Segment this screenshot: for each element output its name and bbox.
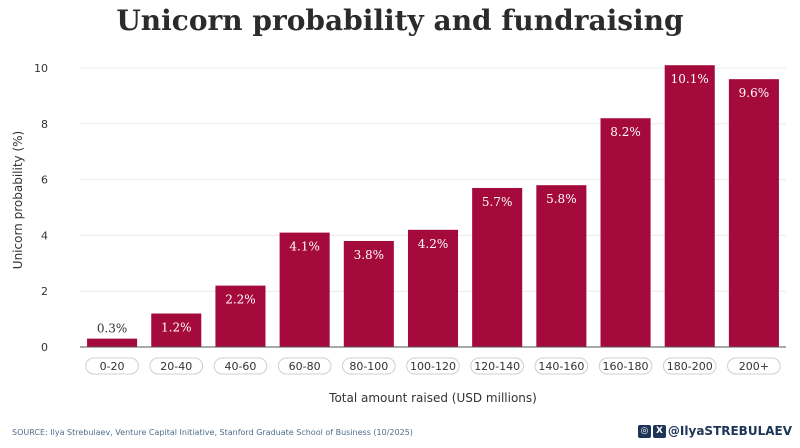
bar bbox=[343, 240, 394, 347]
bar-value-label: 4.2% bbox=[418, 237, 449, 251]
y-tick-label: 0 bbox=[41, 341, 48, 354]
bar-value-label: 9.6% bbox=[739, 86, 770, 100]
x-tick-pill bbox=[406, 357, 460, 375]
bar bbox=[407, 229, 459, 347]
x-tick-label: 40-60 bbox=[224, 360, 256, 373]
x-tick-pill bbox=[149, 357, 204, 375]
y-tick-label: 8 bbox=[41, 118, 48, 131]
bar-value-label: 5.8% bbox=[546, 192, 577, 206]
bar-value-label: 1.2% bbox=[161, 321, 192, 335]
source-note: SOURCE: Ilya Strebulaev, Venture Capital… bbox=[12, 428, 413, 437]
instagram-icon: ◎ bbox=[637, 424, 651, 438]
bar bbox=[728, 79, 779, 347]
x-tick-label: 120-140 bbox=[474, 360, 520, 373]
x-tick-label: 0-20 bbox=[100, 360, 125, 373]
bar bbox=[472, 187, 523, 347]
x-tick-pill bbox=[534, 357, 589, 375]
bar bbox=[536, 185, 587, 347]
x-tick-pill bbox=[85, 357, 139, 375]
x-tick-label: 20-40 bbox=[160, 360, 192, 373]
bar-value-label: 0.3% bbox=[97, 322, 128, 336]
bar-value-label: 5.7% bbox=[482, 195, 513, 209]
bar bbox=[215, 285, 266, 347]
y-axis-ticks: 0 2 4 6 8 10 bbox=[34, 62, 48, 354]
x-tick-label: 200+ bbox=[739, 360, 769, 373]
bar bbox=[151, 313, 202, 347]
y-tick-label: 2 bbox=[41, 285, 48, 298]
x-tick-label: 80-100 bbox=[349, 360, 388, 373]
y-tick-label: 6 bbox=[41, 174, 48, 187]
bar bbox=[664, 65, 715, 348]
bar-value-label: 2.2% bbox=[225, 293, 256, 307]
y-tick-label: 10 bbox=[34, 62, 48, 75]
x-axis-label: Total amount raised (USD millions) bbox=[328, 391, 537, 405]
bar bbox=[279, 232, 330, 347]
x-tick-label: 180-200 bbox=[667, 360, 713, 373]
x-tick-label: 160-180 bbox=[603, 360, 649, 373]
x-tick-label: 60-80 bbox=[289, 360, 321, 373]
bar-value-label: 10.1% bbox=[671, 72, 709, 86]
bar bbox=[600, 118, 651, 347]
y-tick-label: 4 bbox=[41, 229, 48, 242]
x-tick-pill bbox=[342, 357, 396, 375]
x-tick-label: 140-160 bbox=[538, 360, 584, 373]
x-tick-pill bbox=[727, 357, 781, 375]
bar-value-label: 8.2% bbox=[610, 125, 641, 139]
x-tick-pill bbox=[277, 357, 332, 375]
x-tick-pill bbox=[662, 357, 717, 375]
brand-handle-text: @IlyaSTREBULAEV bbox=[667, 424, 792, 438]
bar-value-label: 4.1% bbox=[289, 240, 320, 254]
x-icon: X bbox=[652, 424, 666, 438]
x-tick-pill bbox=[470, 357, 524, 375]
bar-value-label: 3.8% bbox=[354, 248, 385, 262]
chart-title: Unicorn probability and fundraising bbox=[116, 4, 684, 37]
brand-handle: ◎ X @IlyaSTREBULAEV bbox=[637, 424, 792, 438]
x-tick-pill bbox=[213, 357, 268, 375]
bar bbox=[87, 338, 138, 347]
x-tick-pill bbox=[598, 357, 653, 375]
x-axis-ticks: 0-20 20-40 40-60 60-80 80-100 100-120 120-140 1… bbox=[85, 357, 781, 375]
y-axis-label: Unicorn probability (%) bbox=[11, 131, 25, 269]
bars: 0.3% 1.2% 2.2% 4.1% 3.8% 4.2% 5.7% 5.8% 8.2% 10.1… bbox=[87, 65, 779, 348]
x-tick-label: 100-120 bbox=[410, 360, 456, 373]
